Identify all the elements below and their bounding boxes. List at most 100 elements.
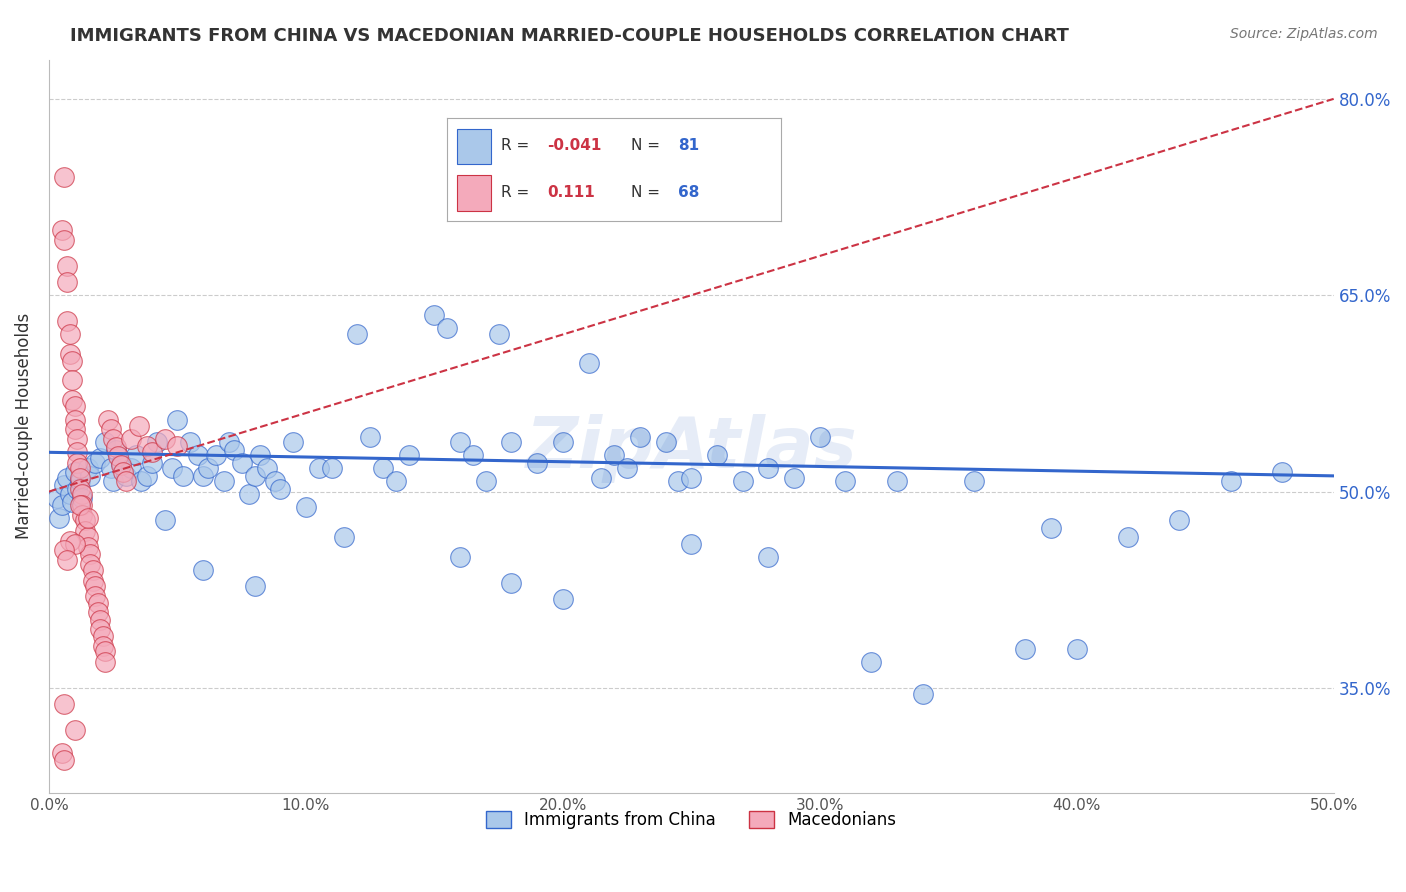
Point — [53, 753, 76, 767]
Point — [264, 474, 287, 488]
Point — [963, 474, 986, 488]
Point — [783, 471, 806, 485]
Point — [628, 429, 651, 443]
Point — [166, 412, 188, 426]
Point — [63, 422, 86, 436]
Point — [45, 491, 67, 505]
Point — [461, 448, 484, 462]
Point — [89, 613, 111, 627]
Point — [911, 688, 934, 702]
Point — [249, 448, 271, 462]
Point — [72, 487, 94, 501]
Point — [1116, 530, 1139, 544]
Point — [166, 439, 188, 453]
Point — [321, 461, 343, 475]
Point — [76, 510, 98, 524]
Point — [69, 471, 91, 485]
Point — [187, 448, 209, 462]
Point — [60, 353, 83, 368]
Point — [603, 448, 626, 462]
Point — [69, 474, 91, 488]
Point — [84, 579, 107, 593]
Point — [501, 434, 523, 449]
Point — [474, 474, 496, 488]
Point — [449, 434, 471, 449]
Point — [131, 474, 153, 488]
Point — [58, 487, 80, 501]
Point — [72, 508, 94, 523]
Point — [69, 461, 91, 475]
Point — [91, 629, 114, 643]
Point — [91, 639, 114, 653]
Point — [82, 563, 104, 577]
Point — [191, 468, 214, 483]
Point — [58, 347, 80, 361]
Point — [97, 412, 120, 426]
Point — [63, 465, 86, 479]
Point — [76, 540, 98, 554]
Point — [860, 655, 883, 669]
Point — [53, 233, 76, 247]
Point — [115, 474, 138, 488]
Point — [120, 461, 142, 475]
Point — [53, 697, 76, 711]
Point — [63, 537, 86, 551]
Point — [48, 510, 70, 524]
Point — [82, 574, 104, 588]
Text: ZipAtlas: ZipAtlas — [526, 414, 858, 483]
Point — [110, 456, 132, 470]
Point — [56, 260, 79, 274]
Point — [112, 465, 135, 479]
Point — [269, 482, 291, 496]
Point — [128, 419, 150, 434]
Point — [84, 589, 107, 603]
Point — [231, 456, 253, 470]
Point — [103, 474, 125, 488]
Point — [436, 321, 458, 335]
Point — [449, 549, 471, 564]
Point — [103, 432, 125, 446]
Point — [886, 474, 908, 488]
Point — [63, 400, 86, 414]
Point — [79, 468, 101, 483]
Point — [681, 471, 703, 485]
Point — [56, 314, 79, 328]
Point — [668, 474, 690, 488]
Text: IMMIGRANTS FROM CHINA VS MACEDONIAN MARRIED-COUPLE HOUSEHOLDS CORRELATION CHART: IMMIGRANTS FROM CHINA VS MACEDONIAN MARR… — [70, 27, 1069, 45]
Point — [706, 448, 728, 462]
Point — [153, 513, 176, 527]
Point — [526, 456, 548, 470]
Point — [107, 449, 129, 463]
Point — [63, 723, 86, 737]
Point — [72, 491, 94, 505]
Point — [141, 445, 163, 459]
Point — [115, 468, 138, 483]
Point — [53, 170, 76, 185]
Point — [66, 482, 89, 496]
Point — [72, 498, 94, 512]
Point — [69, 482, 91, 496]
Point — [333, 530, 356, 544]
Point — [591, 471, 613, 485]
Point — [94, 644, 117, 658]
Point — [94, 434, 117, 449]
Point — [63, 412, 86, 426]
Point — [488, 327, 510, 342]
Point — [654, 434, 676, 449]
Point — [104, 440, 127, 454]
Point — [146, 434, 169, 449]
Point — [731, 474, 754, 488]
Point — [551, 434, 574, 449]
Point — [197, 461, 219, 475]
Point — [551, 591, 574, 606]
Point — [808, 429, 831, 443]
Point — [58, 327, 80, 342]
Point — [1014, 641, 1036, 656]
Point — [1219, 474, 1241, 488]
Point — [281, 434, 304, 449]
Point — [359, 429, 381, 443]
Point — [89, 622, 111, 636]
Y-axis label: Married-couple Households: Married-couple Households — [15, 313, 32, 540]
Point — [56, 275, 79, 289]
Point — [212, 474, 235, 488]
